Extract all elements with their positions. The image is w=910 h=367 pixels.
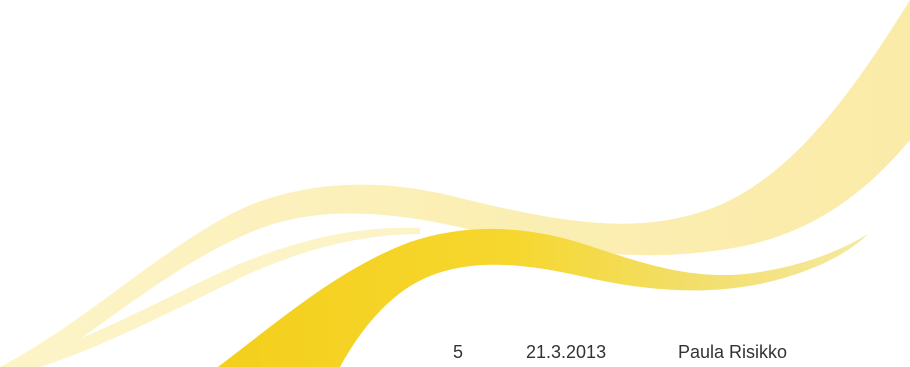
page-number: 5 xyxy=(453,342,464,362)
pale-wave-shape xyxy=(0,227,420,367)
gold-wave-shape xyxy=(218,228,868,367)
footer-date: 21.3.2013 xyxy=(526,342,607,362)
slide-footer: 5 21.3.2013 Paula Risikko xyxy=(0,342,910,367)
footer-author: Paula Risikko xyxy=(678,342,788,362)
